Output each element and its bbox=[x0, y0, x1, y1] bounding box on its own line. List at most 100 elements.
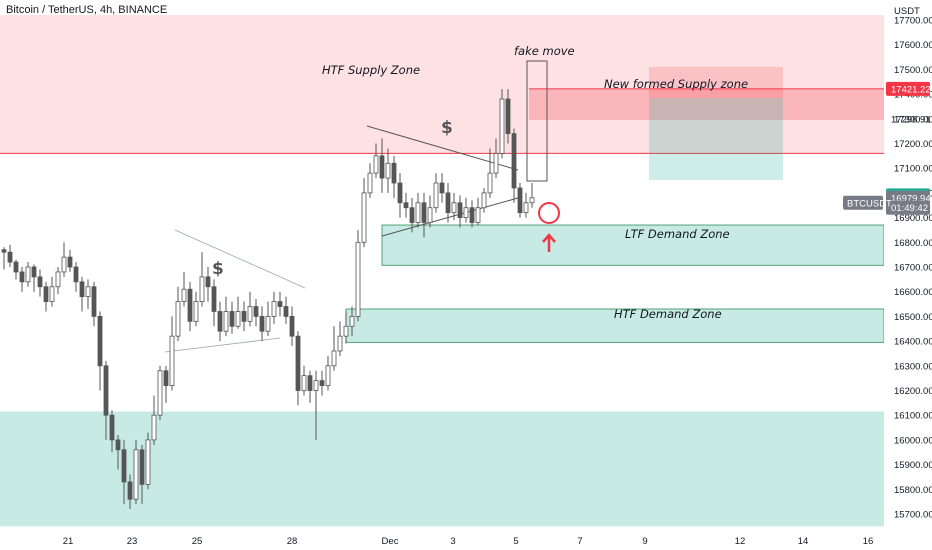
candle bbox=[205, 267, 211, 302]
currency-label: USDT bbox=[894, 6, 920, 17]
y-tick-label: 15900.00 bbox=[894, 460, 932, 471]
price-tag-text: 01:49:42 bbox=[891, 203, 928, 214]
price-tag: 17421.22 bbox=[886, 81, 931, 96]
y-tick-label: 16100.00 bbox=[894, 411, 932, 422]
candle bbox=[313, 370, 319, 440]
triangle-lower-line bbox=[381, 197, 519, 237]
candle bbox=[409, 197, 415, 233]
candle bbox=[157, 365, 163, 421]
candle bbox=[25, 262, 31, 287]
candle bbox=[361, 178, 367, 248]
candle bbox=[43, 281, 49, 312]
candle bbox=[517, 183, 523, 218]
triangle-lower-line bbox=[164, 337, 281, 353]
candle bbox=[37, 269, 43, 297]
candle bbox=[193, 291, 199, 327]
x-tick-label: 12 bbox=[735, 536, 746, 547]
candle bbox=[175, 286, 181, 342]
candle bbox=[241, 301, 247, 332]
candle bbox=[247, 291, 253, 327]
candle bbox=[391, 155, 397, 198]
position-target-box bbox=[649, 98, 783, 180]
trendline-drawings bbox=[164, 60, 783, 353]
candle bbox=[31, 264, 37, 292]
up-arrow-icon bbox=[542, 233, 556, 252]
y-tick-label: 15800.00 bbox=[894, 485, 932, 496]
zone-rect bbox=[0, 15, 884, 154]
candle bbox=[505, 89, 511, 144]
candle bbox=[127, 474, 133, 510]
zones-layer bbox=[0, 15, 885, 527]
candle bbox=[307, 370, 313, 403]
ticker-tag: BTCUSDT bbox=[843, 195, 892, 210]
candles-layer bbox=[1, 89, 535, 510]
candle bbox=[469, 200, 475, 228]
highlight-circle bbox=[538, 202, 560, 224]
candle bbox=[1, 247, 7, 270]
x-tick-label: 7 bbox=[577, 536, 582, 547]
candle bbox=[427, 195, 433, 228]
zone-rect bbox=[529, 88, 884, 121]
candle bbox=[343, 311, 349, 344]
candle bbox=[421, 192, 427, 238]
candle bbox=[265, 301, 271, 337]
price-tag-text: 16979.94 bbox=[891, 193, 931, 204]
triangle-upper-line bbox=[366, 125, 519, 171]
candle bbox=[277, 291, 283, 317]
x-tick-label: 16 bbox=[863, 536, 874, 547]
candle bbox=[103, 360, 109, 440]
candle bbox=[145, 432, 151, 490]
zone-rect bbox=[381, 224, 885, 266]
price-tag-text: 17421.22 bbox=[891, 84, 931, 95]
candle bbox=[169, 316, 175, 391]
candle bbox=[19, 267, 25, 292]
candle bbox=[79, 276, 85, 312]
x-tick-label: Dec bbox=[382, 536, 399, 547]
ltf-demand-label: LTF Demand Zone bbox=[625, 227, 730, 241]
candle bbox=[151, 395, 157, 445]
candle bbox=[331, 326, 337, 371]
candle bbox=[55, 267, 61, 295]
time-axis[interactable]: 21 23 25 28 Dec 3 5 7 9 12 14 16 bbox=[63, 536, 874, 547]
candle bbox=[7, 244, 13, 267]
price-tags: 17421.2217298.9116989.9916979.9401:49:42… bbox=[843, 81, 931, 215]
y-tick-label: 16900.00 bbox=[894, 213, 932, 224]
htf-supply-label: HTF Supply Zone bbox=[322, 63, 420, 77]
candle bbox=[97, 311, 103, 391]
candle bbox=[253, 299, 259, 327]
candle bbox=[139, 444, 145, 505]
fake-move-label: fake move bbox=[514, 44, 575, 58]
candle bbox=[493, 138, 499, 179]
candle bbox=[271, 291, 277, 324]
candle bbox=[133, 439, 139, 505]
fake-move-box bbox=[526, 60, 548, 182]
candle bbox=[73, 262, 79, 292]
candle bbox=[349, 306, 355, 337]
candle bbox=[301, 365, 307, 396]
new-supply-label: New formed Supply zone bbox=[604, 77, 748, 91]
candle bbox=[91, 281, 97, 327]
y-tick-label: 16700.00 bbox=[894, 263, 932, 274]
candle bbox=[229, 301, 235, 334]
candle bbox=[211, 279, 217, 327]
candle bbox=[223, 296, 229, 337]
y-tick-label: 16000.00 bbox=[894, 435, 932, 446]
candle bbox=[487, 148, 493, 198]
candle bbox=[529, 183, 535, 208]
candle bbox=[109, 410, 115, 453]
price-tag: 17298.91 bbox=[891, 115, 931, 126]
y-tick-label: 16300.00 bbox=[894, 361, 932, 372]
candle bbox=[199, 252, 205, 307]
htf-demand-label: HTF Demand Zone bbox=[614, 307, 722, 321]
candle bbox=[85, 279, 91, 309]
zone-rect bbox=[0, 411, 884, 527]
candle bbox=[397, 173, 403, 218]
candle bbox=[283, 296, 289, 324]
candle bbox=[121, 439, 127, 505]
price-tag: 01:49:42 bbox=[886, 200, 930, 215]
candle bbox=[67, 249, 73, 272]
x-tick-label: 21 bbox=[63, 536, 74, 547]
zone-labels: HTF Supply Zone New formed Supply zone L… bbox=[212, 44, 748, 321]
candle bbox=[115, 434, 121, 470]
